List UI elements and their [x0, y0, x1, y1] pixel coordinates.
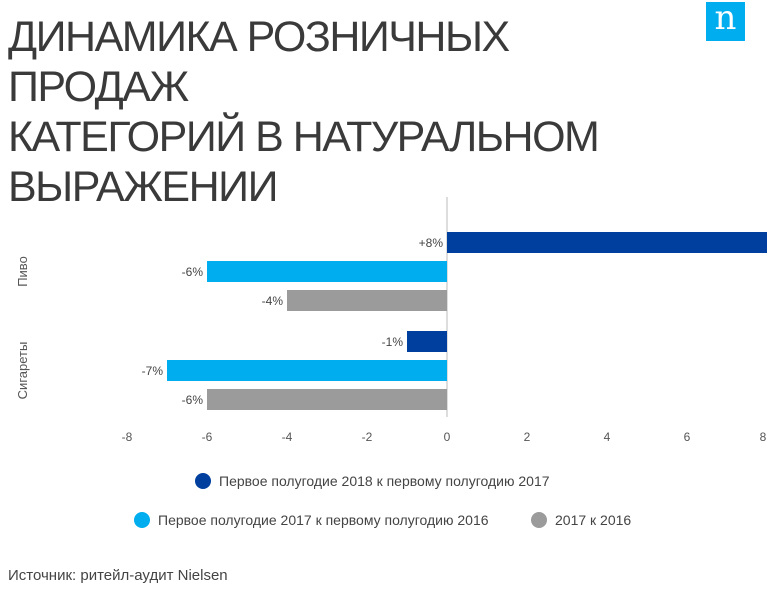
- x-tick-label-3: -2: [362, 430, 373, 444]
- title-line-1: ДИНАМИКА РОЗНИЧНЫХ ПРОДАЖ: [8, 13, 510, 111]
- title-line-3: ВЫРАЖЕНИИ: [8, 163, 278, 211]
- data-label-1-0: -1%: [382, 335, 404, 349]
- data-label-0-1: -6%: [182, 265, 204, 279]
- bar-0-2: [287, 290, 447, 311]
- legend-item-h1-2017: Первое полугодие 2017 к первому полугоди…: [134, 511, 489, 529]
- bar-0-0: [447, 232, 767, 253]
- source-note: Источник: ритейл-аудит Nielsen: [8, 567, 228, 584]
- x-tick-label-7: 6: [684, 430, 691, 444]
- legend-label-2017: 2017 к 2016: [555, 512, 632, 528]
- x-tick-label-0: -8: [122, 430, 133, 444]
- data-label-1-1: -7%: [142, 364, 164, 378]
- x-tick-label-1: -6: [202, 430, 213, 444]
- legend-swatch-2017: [531, 512, 547, 528]
- bar-chart: Пиво +8% -6% -4% Сигареты -1% -7% -6% -8 -6 -4 -2 0 2…: [15, 197, 767, 444]
- title-line-2: КАТЕГОРИЙ В НАТУРАЛЬНОМ: [8, 113, 600, 161]
- x-tick-label-8: 8: [760, 430, 767, 444]
- nielsen-logo-icon: n: [706, 1, 745, 41]
- bar-0-1: [207, 261, 447, 282]
- bar-1-0: [407, 331, 447, 352]
- legend-label-2018: Первое полугодие 2018 к первому полугоди…: [219, 473, 550, 489]
- legend-item-2017: 2017 к 2016: [531, 511, 631, 529]
- category-label-0: Пиво: [15, 256, 30, 287]
- bar-1-1: [167, 360, 447, 381]
- data-label-0-0: +8%: [419, 236, 444, 250]
- x-tick-label-2: -4: [282, 430, 293, 444]
- legend-swatch-2018: [195, 473, 211, 489]
- legend-swatch-h1-2017: [134, 512, 150, 528]
- legend-label-h1-2017: Первое полугодие 2017 к первому полугоди…: [158, 512, 489, 528]
- x-tick-label-5: 2: [524, 430, 531, 444]
- data-label-0-2: -4%: [262, 294, 284, 308]
- category-label-1: Сигареты: [15, 342, 30, 400]
- x-tick-label-6: 4: [604, 430, 611, 444]
- data-label-1-2: -6%: [182, 393, 204, 407]
- bar-1-2: [207, 389, 447, 410]
- legend-item-2018: Первое полугодие 2018 к первому полугоди…: [195, 472, 550, 490]
- chart-title: ДИНАМИКА РОЗНИЧНЫХ ПРОДАЖ КАТЕГОРИЙ В НА…: [8, 12, 668, 212]
- x-tick-label-4: 0: [444, 430, 451, 444]
